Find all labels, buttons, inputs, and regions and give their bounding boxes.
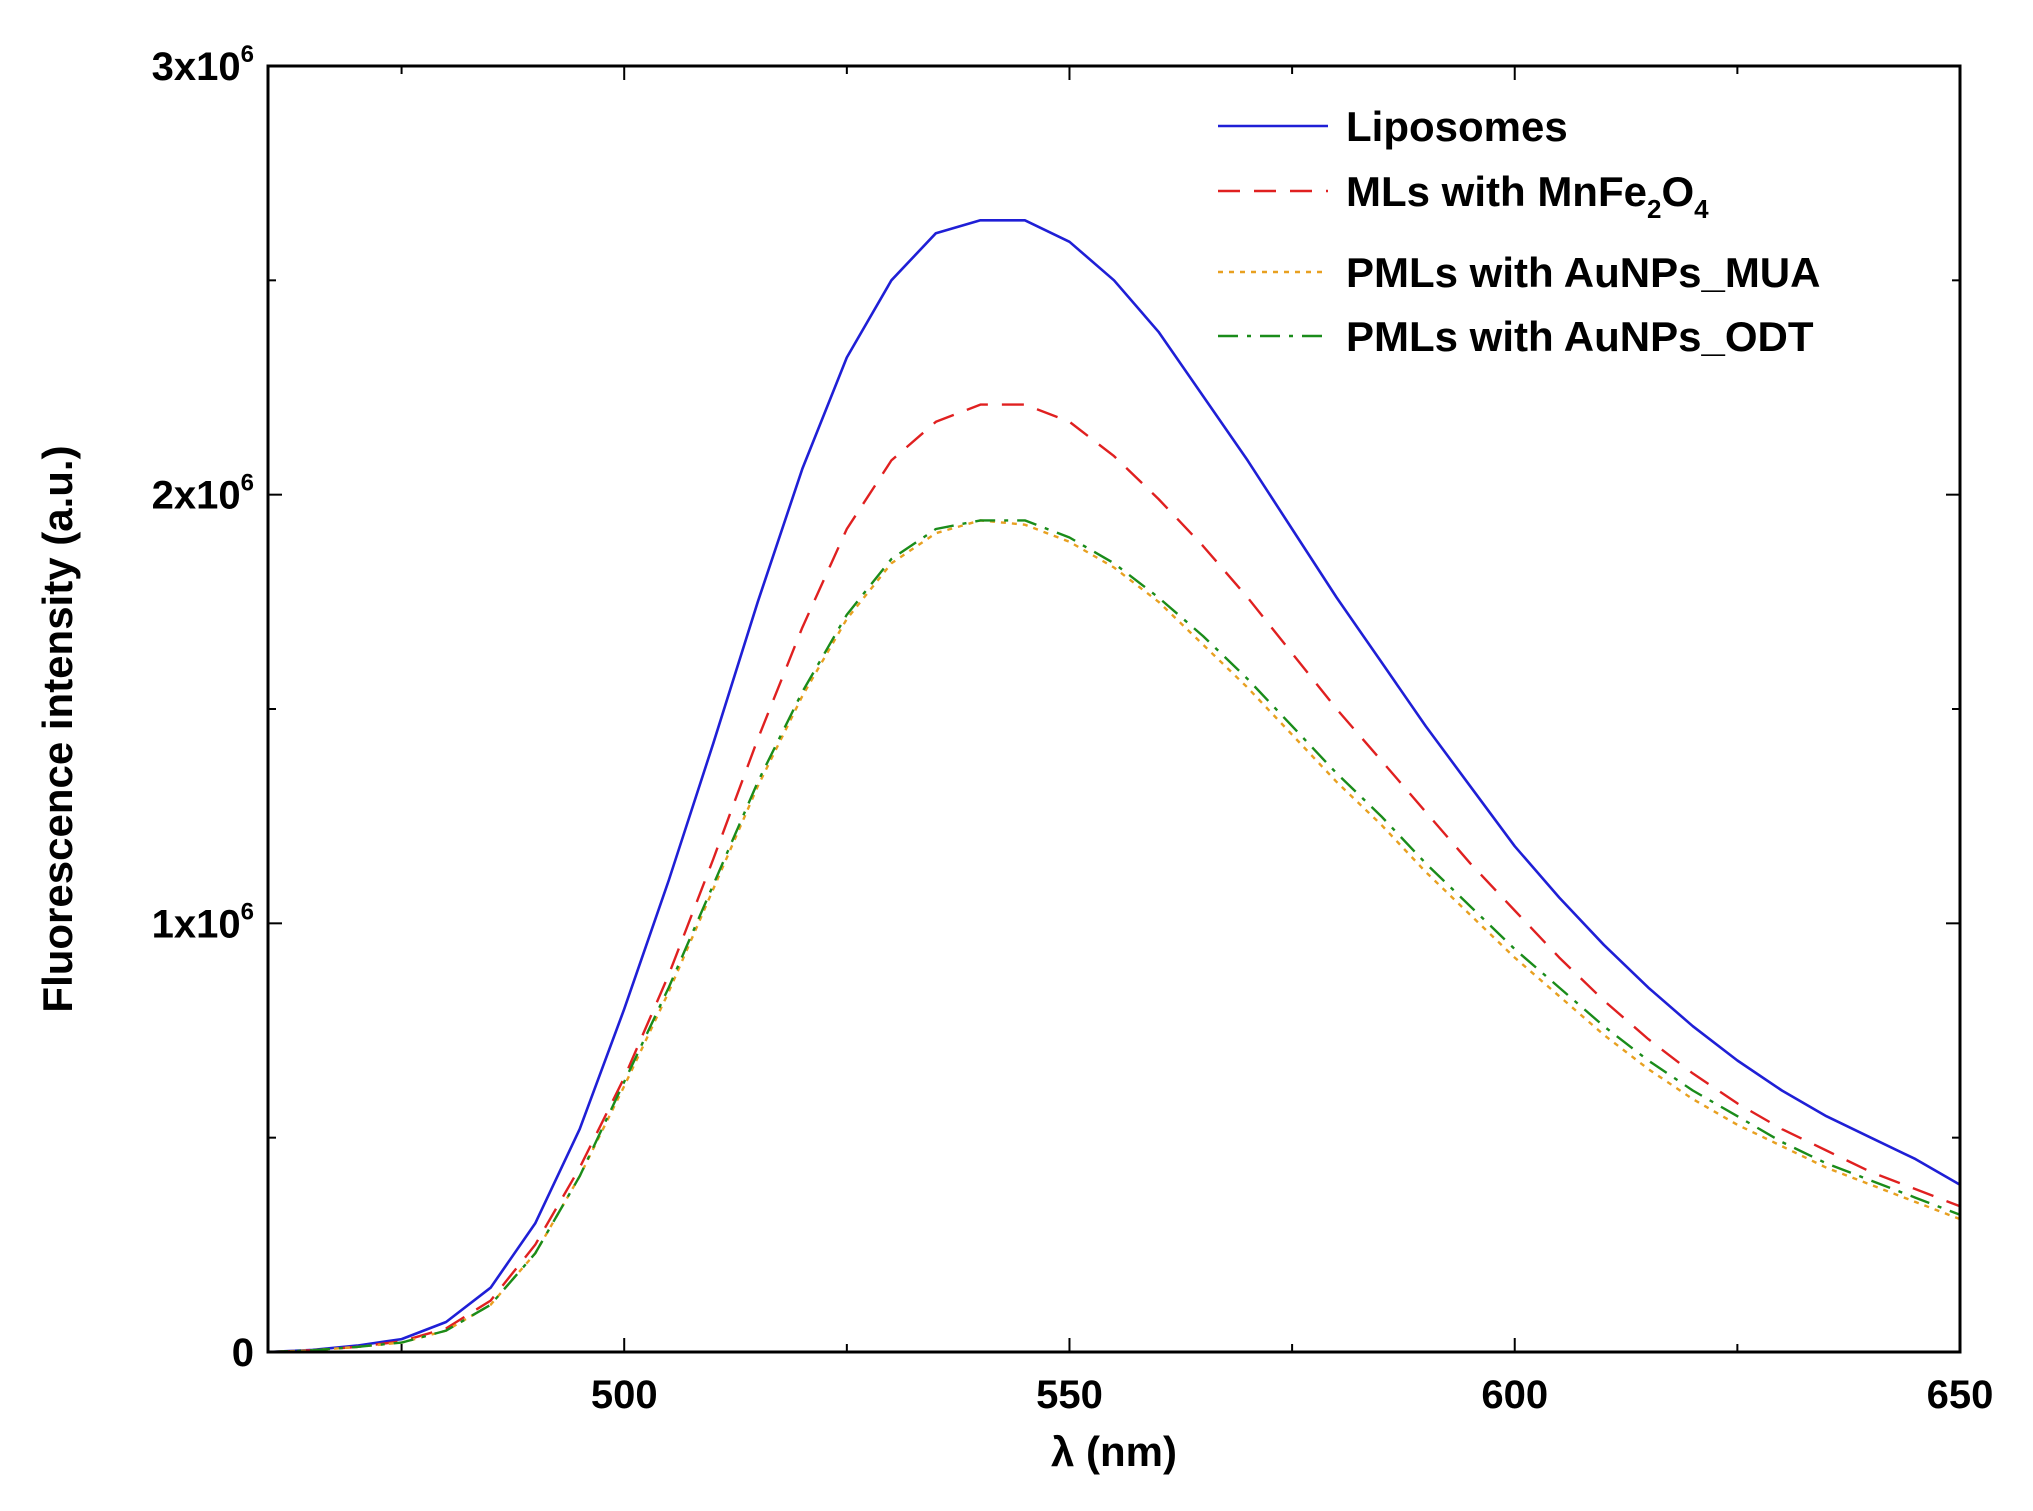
series-line-1 bbox=[267, 403, 1961, 1354]
x-axis-title: λ (nm) bbox=[1051, 1428, 1177, 1475]
x-tick-label: 550 bbox=[1036, 1373, 1103, 1417]
legend-entry-pmls-odt: PMLs with AuNPs_ODT bbox=[1218, 313, 1814, 360]
y-tick-label: 3x106 bbox=[152, 41, 254, 89]
legend-entry-mls-mnfe2o4: MLs with MnFe2O4 bbox=[1218, 168, 1709, 224]
x-tick-label: 650 bbox=[1927, 1373, 1994, 1417]
x-tick-label: 500 bbox=[591, 1373, 658, 1417]
y-tick-label: 2x106 bbox=[152, 470, 254, 518]
legend-label-mls-sub2: 4 bbox=[1694, 194, 1709, 224]
legend-label-liposomes: Liposomes bbox=[1346, 103, 1568, 150]
legend-label-mls-mid: O bbox=[1661, 168, 1694, 215]
series-line-2 bbox=[267, 519, 1961, 1354]
plot-lines bbox=[267, 219, 1961, 1354]
x-tick-label: 600 bbox=[1481, 1373, 1548, 1417]
tick-labels: 500 550 600 650 0 1x106 2x106 3x106 bbox=[152, 41, 1994, 1417]
legend-label-pmls-odt: PMLs with AuNPs_ODT bbox=[1346, 313, 1814, 360]
legend-entry-liposomes: Liposomes bbox=[1218, 103, 1568, 150]
legend-entry-pmls-mua: PMLs with AuNPs_MUA bbox=[1218, 249, 1820, 296]
y-tick-label: 0 bbox=[232, 1331, 254, 1375]
legend-label-mls-base: MLs with MnFe bbox=[1346, 168, 1647, 215]
series-line-0 bbox=[267, 219, 1961, 1354]
legend-label-mls-sub1: 2 bbox=[1647, 194, 1661, 224]
y-axis-title: Fluorescence intensity (a.u.) bbox=[34, 445, 81, 1012]
legend-label-mls-mnfe2o4: MLs with MnFe2O4 bbox=[1346, 168, 1709, 224]
legend: Liposomes MLs with MnFe2O4 PMLs with AuN… bbox=[1218, 103, 1820, 360]
legend-label-pmls-mua: PMLs with AuNPs_MUA bbox=[1346, 249, 1820, 296]
axis-ticks bbox=[268, 65, 1961, 1353]
y-tick-label: 1x106 bbox=[152, 898, 254, 946]
